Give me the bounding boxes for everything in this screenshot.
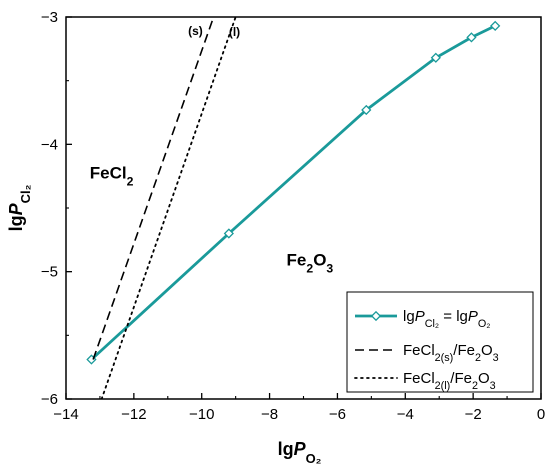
series-line-2 — [100, 17, 237, 399]
series-line-1 — [92, 17, 215, 360]
y-tick-label: −6 — [41, 391, 58, 408]
phase-liquid: (l) — [229, 25, 240, 39]
x-tick-label: −4 — [397, 406, 414, 423]
region-fe2o3: Fe2O3 — [287, 250, 334, 275]
x-tick-label: −2 — [465, 406, 482, 423]
series-point — [466, 32, 477, 43]
x-tick-label: −10 — [189, 406, 214, 423]
x-tick-label: −6 — [329, 406, 346, 423]
x-axis-title: lgPO₂ — [278, 439, 322, 466]
y-tick-label: −4 — [41, 136, 58, 153]
x-tick-label: −14 — [53, 406, 78, 423]
series-point — [490, 20, 501, 32]
x-tick-label: −12 — [121, 406, 146, 423]
series-point — [361, 104, 372, 116]
series-point — [223, 228, 234, 239]
legend-label-2: FeCl2(l)/Fe2O3 — [403, 370, 496, 392]
series-line-0 — [90, 24, 496, 361]
region-fecl2: FeCl2 — [90, 164, 134, 189]
phase-solid: (s) — [188, 24, 203, 38]
legend-label-1: FeCl2(s)/Fe2O3 — [403, 342, 499, 364]
y-tick-label: −3 — [41, 9, 58, 26]
x-tick-label: 0 — [537, 406, 545, 423]
legend-label-0: lgPCl₂ = lgPO₂ — [403, 308, 490, 330]
series-point — [430, 52, 441, 63]
y-axis-title: lgPCl₂ — [6, 184, 33, 231]
legend-box — [346, 291, 534, 393]
x-tick-label: −8 — [261, 406, 278, 423]
legend: lgPCl₂ = lgPO₂ FeCl2(s)/Fe2O3 FeCl2(l)/Fe2… — [346, 291, 534, 393]
y-tick-label: −5 — [41, 264, 58, 281]
legend-marker — [370, 310, 382, 322]
